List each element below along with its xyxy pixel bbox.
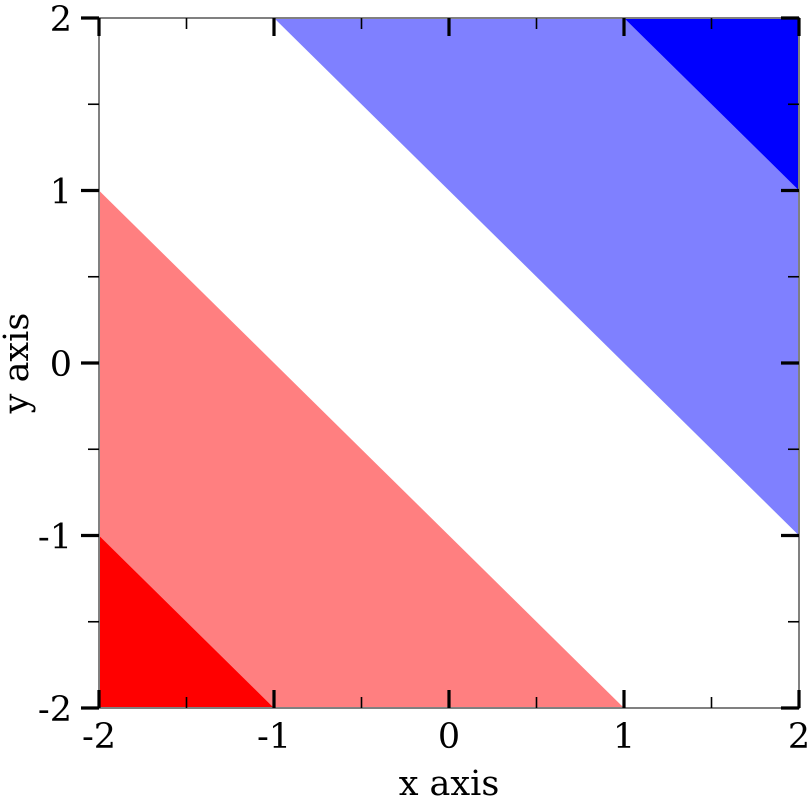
x-tick-labels: -2 -1 0 1 2	[82, 717, 810, 757]
x-tick-label-0: 0	[438, 717, 460, 757]
y-tick-label-minus2: -2	[38, 690, 72, 730]
y-axis-right-major-ticks	[781, 16, 799, 710]
x-axis-minor-ticks	[185, 697, 713, 708]
y-tick-label-1: 1	[50, 173, 72, 213]
y-axis-label: y axis	[0, 313, 37, 415]
y-axis-major-ticks	[81, 16, 99, 710]
x-axis-top-major-ticks	[97, 18, 801, 36]
y-tick-labels: 2 1 0 -1 -2	[38, 0, 72, 730]
x-axis-label: x axis	[399, 764, 500, 804]
y-tick-label-minus1: -1	[38, 518, 72, 558]
band-above-3	[624, 18, 799, 191]
y-tick-label-0: 0	[50, 345, 72, 385]
band-below-minus3	[99, 535, 274, 708]
y-axis-right-minor-ticks	[788, 103, 799, 623]
x-tick-label-minus1: -1	[257, 717, 291, 757]
x-axis-top-minor-ticks	[185, 18, 713, 29]
x-axis-major-ticks	[97, 690, 801, 708]
y-tick-label-2: 2	[50, 0, 72, 40]
x-tick-label-minus2: -2	[82, 717, 116, 757]
band-1-to-3	[274, 18, 799, 536]
contour-bands	[99, 18, 799, 708]
x-tick-label-1: 1	[613, 717, 635, 757]
y-axis-minor-ticks	[88, 103, 99, 623]
x-tick-label-2: 2	[788, 717, 810, 757]
band-minus3-to-minus1	[99, 190, 624, 708]
